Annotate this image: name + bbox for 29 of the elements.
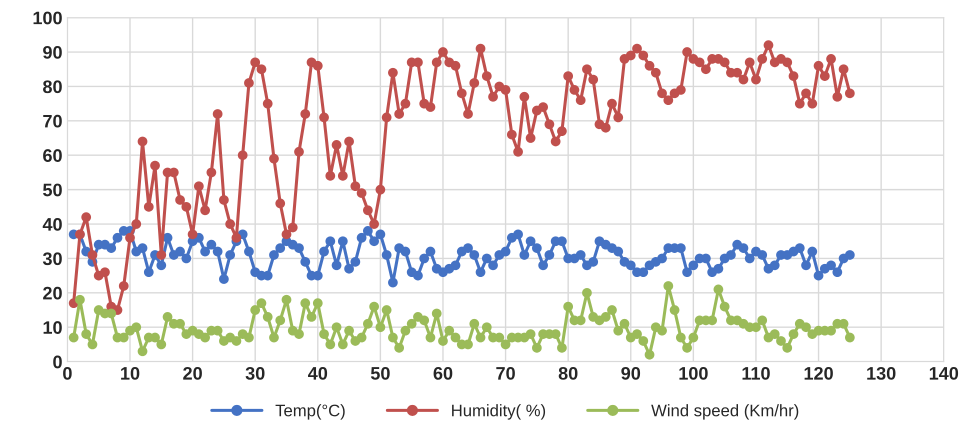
y-tick-label: 50	[43, 184, 62, 196]
x-tick-label: 80	[558, 366, 578, 380]
x-tick-label: 70	[496, 366, 515, 380]
x-tick-label: 60	[434, 366, 452, 380]
x-tick-label: 100	[679, 366, 708, 380]
x-tick-label: 50	[370, 366, 390, 380]
x-tick-label: 40	[308, 366, 328, 380]
x-tick-label: 30	[246, 366, 264, 380]
y-tick-label: 60	[43, 149, 62, 162]
legend-label: Wind speed (Km/hr)	[651, 404, 798, 420]
y-tick-label: 70	[43, 114, 62, 128]
y-tick-label: 30	[42, 252, 62, 266]
x-tick-label: 130	[867, 366, 896, 380]
y-tick-label: 0	[53, 356, 62, 368]
x-tick-label: 120	[804, 366, 833, 380]
y-tick-label: 80	[43, 80, 62, 94]
y-tick-label: 40	[42, 218, 62, 231]
legend-label: Humidity( %)	[452, 404, 546, 420]
legend-label: Temp(°C)	[276, 404, 345, 420]
y-tick-label: 90	[43, 46, 62, 59]
x-tick-label: 110	[742, 366, 770, 380]
y-tick-label: 100	[34, 12, 62, 24]
x-tick-label: 140	[930, 366, 958, 380]
x-tick-label: 20	[183, 366, 202, 380]
x-tick-label: 0	[63, 366, 72, 380]
x-tick-label: 90	[621, 366, 640, 380]
x-tick-label: 10	[121, 366, 140, 380]
y-tick-label: 20	[43, 286, 62, 300]
y-tick-label: 10	[44, 321, 62, 334]
